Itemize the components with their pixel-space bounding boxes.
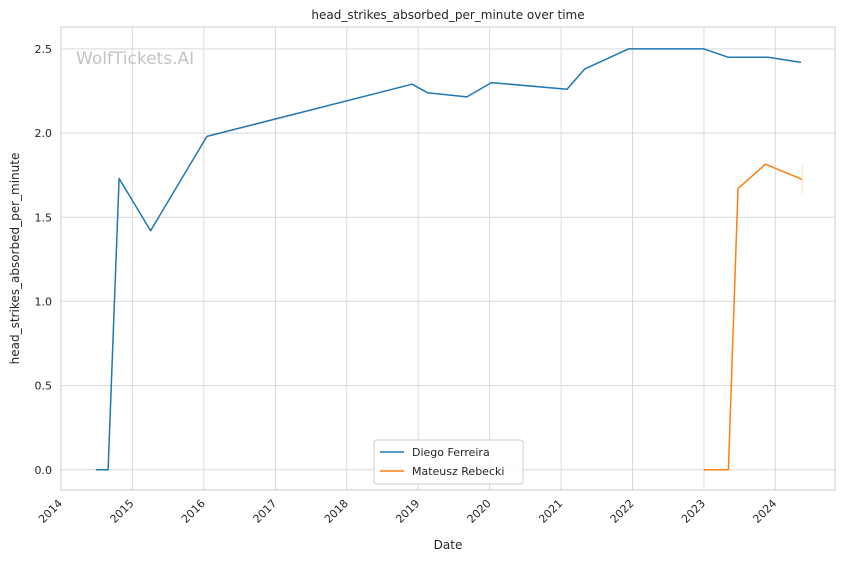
series-lines (95, 48, 803, 471)
y-tick-label: 2.5 (35, 43, 53, 56)
legend: Diego Ferreira Mateusz Rebecki (373, 439, 524, 485)
y-tick-label: 0.0 (35, 464, 53, 477)
y-tick-label: 0.5 (35, 380, 53, 393)
grid-lines (60, 27, 835, 490)
legend-box (373, 439, 524, 485)
series-line-2 (703, 163, 803, 471)
y-axis-label: head_strikes_absorbed_per_minute (8, 153, 22, 365)
x-axis-label: Date (434, 538, 463, 552)
chart-title: head_strikes_absorbed_per_minute over ti… (311, 8, 584, 22)
watermark: WolfTickets.AI (76, 49, 194, 69)
series-line-1 (95, 48, 802, 471)
y-tick-label: 2.0 (35, 127, 53, 140)
y-axis-ticks: 0.0 0.5 1.0 1.5 2.0 2.5 (35, 43, 53, 477)
legend-label: Diego Ferreira (412, 446, 490, 459)
y-tick-label: 1.0 (35, 295, 53, 308)
plot-area (60, 26, 836, 491)
y-tick-label: 1.5 (35, 211, 53, 224)
legend-label: Mateusz Rebecki (412, 465, 504, 478)
